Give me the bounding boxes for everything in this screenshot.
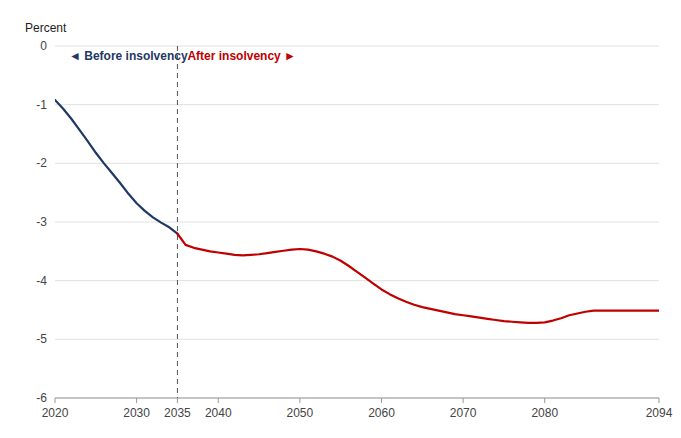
grid-line xyxy=(55,398,659,399)
grid-line xyxy=(55,339,659,340)
x-axis-line xyxy=(55,398,659,399)
x-tick-label: 2080 xyxy=(531,406,558,420)
series-line xyxy=(55,100,177,234)
grid-line xyxy=(55,163,659,164)
x-tick xyxy=(55,398,56,403)
x-tick-label: 2020 xyxy=(42,406,69,420)
x-tick xyxy=(381,398,382,403)
y-tick-label: -1 xyxy=(36,98,47,112)
x-tick-label: 2050 xyxy=(287,406,314,420)
grid xyxy=(55,46,659,398)
annotation: After insolvency ► xyxy=(187,49,296,63)
x-tick xyxy=(136,398,137,403)
annotation: ◄ Before insolvency xyxy=(69,49,188,63)
grid-line xyxy=(55,222,659,223)
grid-line xyxy=(55,104,659,105)
x-tick xyxy=(218,398,219,403)
y-tick-label: -3 xyxy=(36,215,47,229)
x-tick xyxy=(299,398,300,403)
grid-line xyxy=(55,46,659,47)
x-tick-label: 2070 xyxy=(450,406,477,420)
y-tick-label: 0 xyxy=(40,39,47,53)
x-tick-label: 2030 xyxy=(123,406,150,420)
y-tick-label: -5 xyxy=(36,332,47,346)
insolvency-line xyxy=(177,46,178,398)
x-tick xyxy=(544,398,545,403)
y-tick-label: -6 xyxy=(36,391,47,405)
x-tick xyxy=(659,398,660,403)
x-tick xyxy=(463,398,464,403)
x-tick-label: 2035 xyxy=(164,406,191,420)
x-tick-label: 2040 xyxy=(205,406,232,420)
chart: 0 -1 -2 -3 -4 -5 -62020 2030 2035 2040 2050 2060 207… xyxy=(0,0,681,438)
y-tick-label: -2 xyxy=(36,156,47,170)
plot-area xyxy=(55,46,659,398)
y-axis-label: Percent xyxy=(25,21,67,35)
y-tick-label: -4 xyxy=(36,274,47,288)
x-tick xyxy=(177,398,178,403)
series-line xyxy=(177,234,659,323)
grid-line xyxy=(55,280,659,281)
x-tick-label: 2060 xyxy=(368,406,395,420)
x-tick-label: 2094 xyxy=(646,406,673,420)
